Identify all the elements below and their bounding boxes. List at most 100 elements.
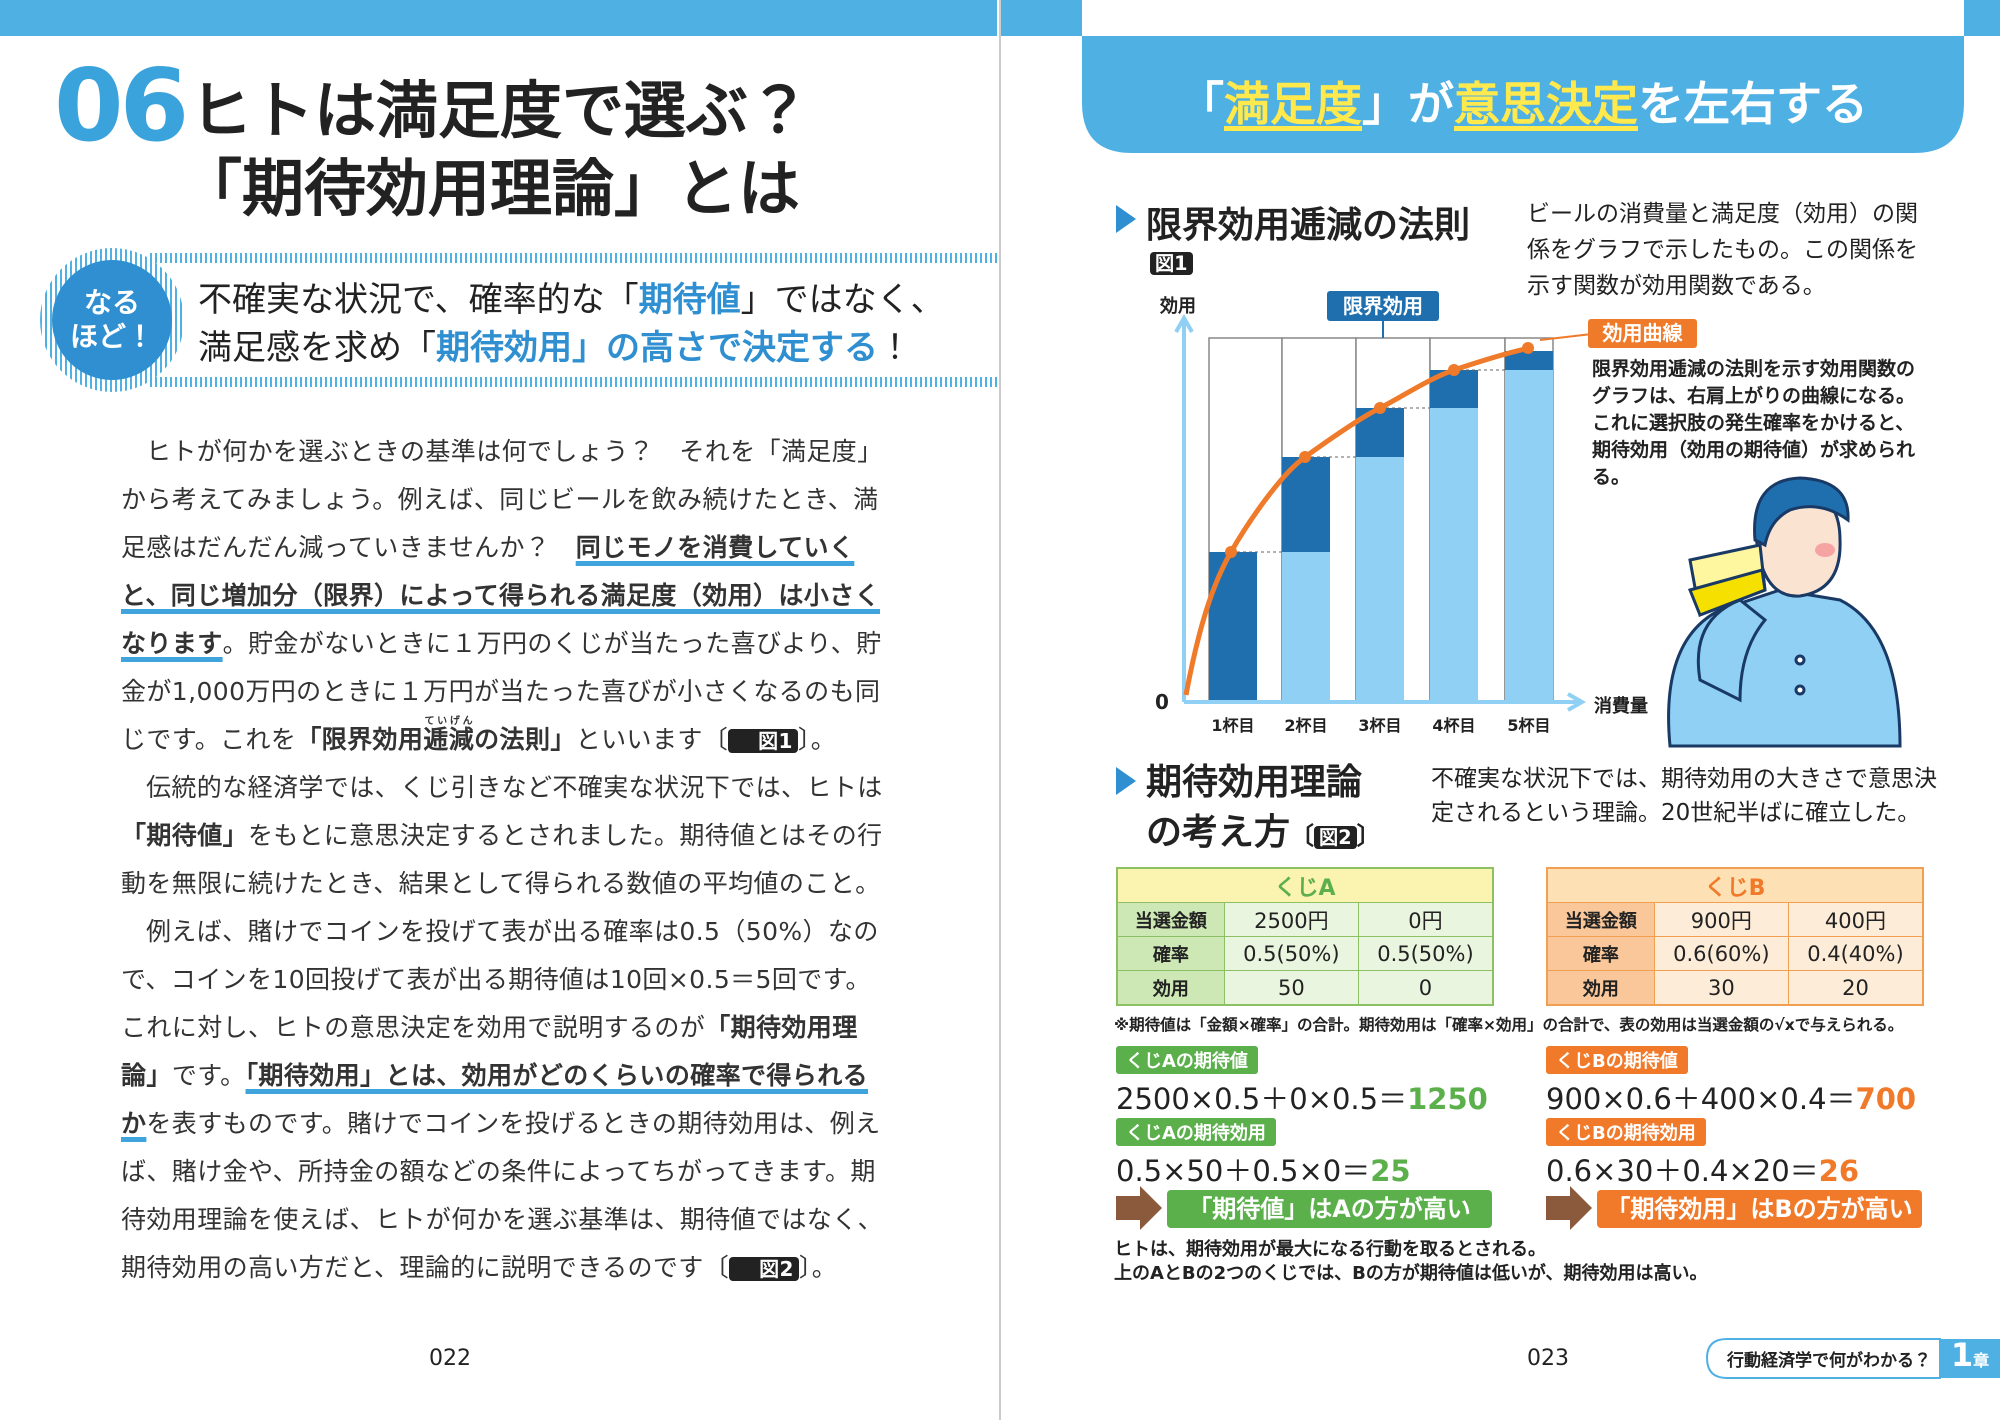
emphasis: 「期待効用」とは、効用がどのくらいの確率で得られるか bbox=[121, 1061, 869, 1138]
table-cell: 0 bbox=[1357, 970, 1494, 1006]
result: 25 bbox=[1370, 1154, 1411, 1188]
text: 満足感を求め「 bbox=[198, 328, 436, 368]
term: 「期待値」 bbox=[121, 821, 249, 850]
table-cell: 900円 bbox=[1653, 902, 1789, 937]
result: 700 bbox=[1855, 1082, 1917, 1116]
text: 〕。 bbox=[798, 1253, 838, 1282]
highlight: 意思決定 bbox=[1454, 77, 1638, 131]
top-bar bbox=[0, 0, 997, 36]
text: をもとに意思決定するとされました。期待値とはその行動を無限に続けたとき、結果とし… bbox=[121, 821, 883, 898]
keyword: 期待効用 bbox=[436, 328, 572, 368]
y-axis-label: 効用 bbox=[1160, 296, 1196, 317]
table-cell: 0.5(50%) bbox=[1223, 936, 1359, 971]
text: 。貯金がないときに１万円のくじが当たった喜びより、貯金が1,000万円のときに１… bbox=[121, 629, 882, 754]
x-category: 3杯目 bbox=[1358, 716, 1402, 735]
table-row: 当選金額 2500円 0円 bbox=[1116, 902, 1494, 937]
figure-title: 限界効用逓減の法則 bbox=[1146, 205, 1471, 246]
calc-label: くじBの期待値 bbox=[1546, 1046, 1688, 1074]
paragraph: ヒトが何かを選ぶときの基準は何でしょう？ それを「満足度」から考えてみましょう。… bbox=[121, 428, 889, 764]
table-cell: 0円 bbox=[1357, 902, 1494, 937]
text: の考え方 bbox=[1146, 812, 1291, 853]
table-cell: 50 bbox=[1223, 970, 1359, 1006]
text: 「限界効用 bbox=[296, 725, 424, 754]
curve-label: 効用曲線 bbox=[1588, 319, 1697, 348]
lottery-table: くじB 当選金額 900円 400円 確率 0.6(60%) 0.4(40%) 効用 30 20 bbox=[1546, 867, 1924, 1006]
calc-label: くじAの期待値 bbox=[1116, 1046, 1258, 1074]
badge-line: ほど！ bbox=[69, 320, 154, 353]
x-category: 4杯目 bbox=[1432, 716, 1476, 735]
title-line: ヒトは満足度で選ぶ？ bbox=[190, 74, 811, 147]
figure-ref: 図1 bbox=[728, 729, 798, 753]
banner bbox=[1082, 36, 1964, 153]
text: 例えば、賭けでコインを投げて表が出る確率は0.5（50%）なので、コインを10回… bbox=[121, 917, 879, 1042]
table-row: 効用 50 0 bbox=[1116, 970, 1494, 1006]
table-row: 確率 0.5(50%) 0.5(50%) bbox=[1116, 936, 1494, 971]
emphasis: 同じモノを消費していくと、同じ増加分（限界）によって得られる満足度（効用）は小さ… bbox=[121, 533, 881, 658]
arrow bbox=[1546, 1186, 1592, 1230]
calc-line: 900×0.6＋400×0.4＝700 bbox=[1546, 1076, 1916, 1118]
note: ※期待値は「金額×確率」の合計。期待効用は「確率×効用」の合計で、表の効用は当選… bbox=[1114, 1016, 1904, 1034]
marginal-label: 限界効用 bbox=[1327, 291, 1439, 321]
keyword: 期待値 bbox=[638, 280, 741, 320]
row-label: 確率 bbox=[1546, 936, 1655, 971]
lead: 不確実な状況で、確率的な「期待値」ではなく、 満足感を求め「期待効用」の高さで決… bbox=[198, 276, 945, 372]
conclusion-box bbox=[1167, 1190, 1492, 1228]
hatch-top bbox=[150, 253, 997, 263]
banner-title: 「満足度」が意思決定を左右する bbox=[1082, 68, 1964, 134]
footer-tab bbox=[1705, 1338, 1941, 1379]
table-row: 確率 0.6(60%) 0.4(40%) bbox=[1546, 936, 1924, 971]
table-title: くじB bbox=[1546, 867, 1924, 903]
lottery-table: くじA 当選金額 2500円 0円 確率 0.5(50%) 0.5(50%) 効用 50 0 bbox=[1116, 867, 1494, 1006]
arrow bbox=[1116, 1186, 1162, 1230]
title-line: 「期待効用理論」とは bbox=[180, 152, 801, 225]
chapter-box bbox=[1940, 1339, 2000, 1378]
formula: 900×0.6＋400×0.4＝ bbox=[1546, 1082, 1856, 1116]
top-gap bbox=[1082, 0, 1964, 36]
utility-chart bbox=[1174, 313, 1593, 712]
result: 26 bbox=[1818, 1154, 1859, 1188]
table-cell: 30 bbox=[1653, 970, 1789, 1006]
row-label: 確率 bbox=[1116, 936, 1225, 971]
page-number: 022 bbox=[429, 1346, 471, 1371]
table-header-row: くじB bbox=[1546, 867, 1924, 903]
table-header-row: くじA bbox=[1116, 867, 1494, 903]
term: 「限界効用逓減ていげんの法則」 bbox=[296, 716, 576, 754]
highlight: 満足度 bbox=[1224, 77, 1362, 131]
figure-description: 不確実な状況下では、期待効用の大きさで意思決定されるという理論。20世紀半ばに確… bbox=[1431, 766, 1937, 826]
x-category: 1杯目 bbox=[1211, 716, 1255, 735]
calc-line: 0.5×50＋0.5×0＝25 bbox=[1116, 1148, 1411, 1190]
title: ヒトは満足度で選ぶ？ 「期待効用理論」とは bbox=[180, 72, 811, 228]
row-label: 効用 bbox=[1546, 970, 1655, 1006]
text: 逓減 bbox=[423, 725, 475, 754]
figure-title: 期待効用理論 の考え方〔 図2 〕 bbox=[1146, 758, 1381, 861]
conclusion: 「期待値」はAの方が高い bbox=[1188, 1195, 1471, 1223]
conclusion: 「期待効用」はBの方が高い bbox=[1606, 1195, 1913, 1223]
text: といいます〔 bbox=[575, 725, 729, 754]
lead-line: 満足感を求め「期待効用」の高さで決定する！ bbox=[198, 324, 945, 372]
figure-ref: 図2 bbox=[729, 1257, 799, 1281]
hatch-bottom bbox=[150, 377, 997, 387]
calc-label: くじBの期待効用 bbox=[1546, 1118, 1706, 1146]
body: ヒトが何かを選ぶときの基準は何でしょう？ それを「満足度」から考えてみましょう。… bbox=[121, 428, 889, 1292]
figure-description: ビールの消費量と満足度（効用）の関係をグラフで示したもの。この関係を示す関数が効… bbox=[1527, 201, 1918, 299]
text: ！ bbox=[878, 328, 912, 368]
text: の法則」 bbox=[474, 725, 576, 754]
formula: 0.6×30＋0.4×20＝ bbox=[1546, 1154, 1819, 1188]
text: 〕。 bbox=[797, 725, 837, 754]
table-title: くじA bbox=[1116, 867, 1494, 903]
text: 不確実な状況で、確率的な「 bbox=[198, 280, 639, 320]
formula: 0.5×50＋0.5×0＝ bbox=[1116, 1154, 1371, 1188]
x-category: 5杯目 bbox=[1507, 716, 1551, 735]
text: です。 bbox=[171, 1061, 246, 1090]
reading: ていげん bbox=[423, 716, 475, 727]
table-cell: 20 bbox=[1787, 970, 1924, 1006]
footer-section: 行動経済学で何がわかる？ bbox=[1727, 1351, 1931, 1371]
table-cell: 0.5(50%) bbox=[1357, 936, 1494, 971]
text: 伝統的な経済学では、くじ引きなど不確実な状況下では、ヒトは bbox=[146, 773, 883, 802]
paragraph: 伝統的な経済学では、くじ引きなど不確実な状況下では、ヒトは「期待値」をもとに意思… bbox=[121, 764, 889, 908]
title-line: の考え方〔 図2 〕 bbox=[1146, 812, 1381, 853]
ruby: 逓減ていげん bbox=[423, 716, 475, 754]
section-number: 06 bbox=[54, 47, 189, 164]
